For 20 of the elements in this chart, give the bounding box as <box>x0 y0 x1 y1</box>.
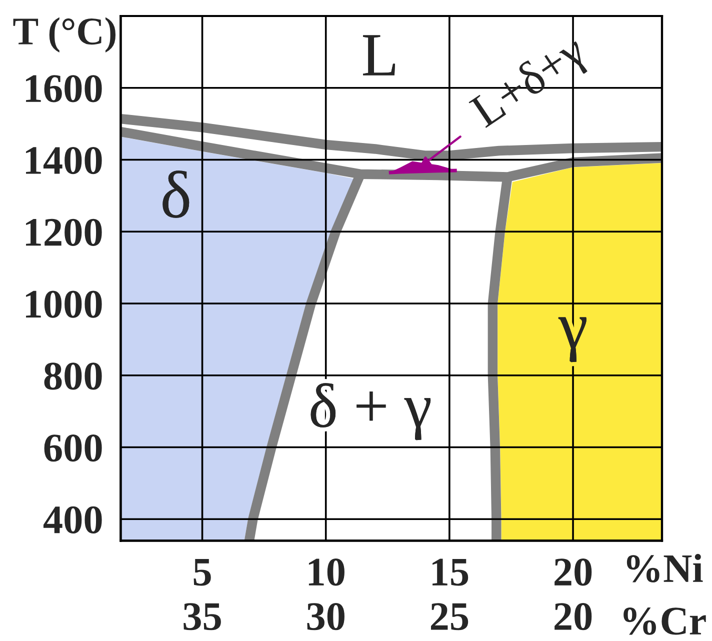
annotation: L <box>363 35 395 76</box>
x2-axis-title: %Cr <box>624 608 706 635</box>
y-tick-label: 1600 <box>26 75 102 102</box>
y-tick-label: 1000 <box>26 290 102 318</box>
y-tick-label: 600 <box>44 434 102 462</box>
x2-tick-label: 20 <box>554 602 592 630</box>
annotation: δ <box>162 170 190 218</box>
x-tick-label: 15 <box>432 558 468 586</box>
y-tick-label: 1200 <box>26 218 102 246</box>
y-axis-title: T (°C) <box>13 17 116 53</box>
x-axis-title: %Ni <box>626 554 703 582</box>
x-tick-label: 10 <box>308 558 344 586</box>
y-tick-label: 800 <box>44 362 102 390</box>
x-tick-label: 20 <box>554 558 592 586</box>
x2-tick-label: 30 <box>307 602 344 630</box>
y-tick-label: 1400 <box>26 146 102 174</box>
x2-tick-label: 35 <box>184 603 221 630</box>
y-tick-label: 400 <box>43 506 102 534</box>
x2-tick-label: 25 <box>430 603 468 630</box>
x-tick-label: 5 <box>194 558 211 586</box>
